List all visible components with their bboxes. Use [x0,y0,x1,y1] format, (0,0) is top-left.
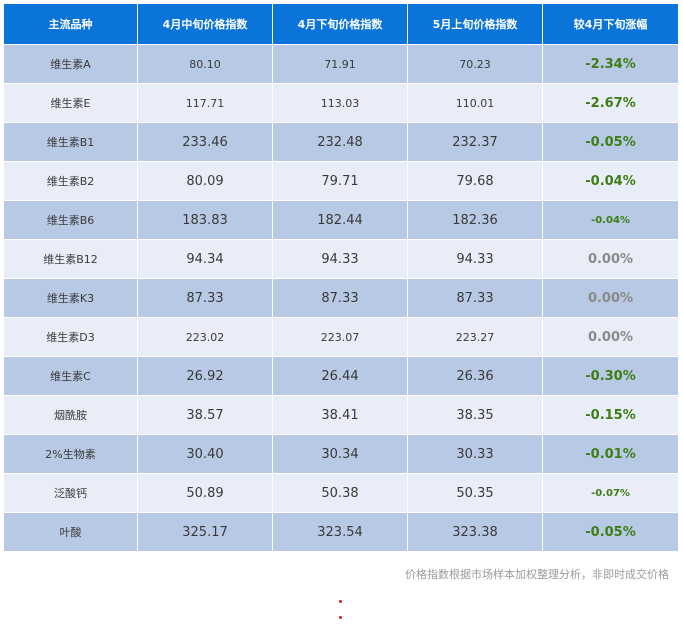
cell-mid-april: 94.34 [137,239,273,279]
cell-change: -2.34% [542,44,679,84]
cell-change: -0.04% [542,200,679,240]
cell-late-april: 30.34 [272,434,408,474]
cell-variety: 维生素A [3,44,138,84]
table-body: 维生素A 80.10 71.91 70.23 -2.34% 维生素E 117.71 113.0… [3,44,679,552]
cell-late-april: 87.33 [272,278,408,318]
header-variety: 主流品种 [3,3,138,45]
cell-mid-april: 223.02 [137,317,273,357]
cell-late-april: 79.71 [272,161,408,201]
cell-mid-april: 80.09 [137,161,273,201]
cell-mid-april: 325.17 [137,512,273,552]
table-row: 2%生物素 30.40 30.34 30.33 -0.01% [3,434,679,474]
table-row: 维生素B2 80.09 79.71 79.68 -0.04% [3,161,679,201]
cell-change: 0.00% [542,239,679,279]
cell-variety: 维生素K3 [3,278,138,318]
footnote: 价格指数根据市场样本加权整理分析，非即时成交价格 [405,568,669,581]
cell-change: -0.07% [542,473,679,513]
cell-late-april: 113.03 [272,83,408,123]
table-row: 维生素C 26.92 26.44 26.36 -0.30% [3,356,679,396]
table-row: 泛酸钙 50.89 50.38 50.35 -0.07% [3,473,679,513]
cell-early-may: 70.23 [407,44,543,84]
cell-variety: 维生素D3 [3,317,138,357]
cell-early-may: 110.01 [407,83,543,123]
cell-variety: 维生素E [3,83,138,123]
cell-mid-april: 80.10 [137,44,273,84]
table-row: 维生素D3 223.02 223.07 223.27 0.00% [3,317,679,357]
cell-variety: 2%生物素 [3,434,138,474]
cell-early-may: 87.33 [407,278,543,318]
cell-early-may: 182.36 [407,200,543,240]
table-row: 维生素A 80.10 71.91 70.23 -2.34% [3,44,679,84]
cell-early-may: 223.27 [407,317,543,357]
decorative-dot [339,600,342,603]
cell-early-may: 323.38 [407,512,543,552]
cell-late-april: 323.54 [272,512,408,552]
header-early-may: 5月上旬价格指数 [407,3,543,45]
header-late-april: 4月下旬价格指数 [272,3,408,45]
table-row: 维生素B12 94.34 94.33 94.33 0.00% [3,239,679,279]
cell-late-april: 38.41 [272,395,408,435]
cell-early-may: 26.36 [407,356,543,396]
cell-variety: 维生素B1 [3,122,138,162]
cell-change: -0.04% [542,161,679,201]
cell-mid-april: 233.46 [137,122,273,162]
cell-early-may: 38.35 [407,395,543,435]
cell-late-april: 182.44 [272,200,408,240]
cell-late-april: 223.07 [272,317,408,357]
table-row: 维生素B6 183.83 182.44 182.36 -0.04% [3,200,679,240]
cell-change: -2.67% [542,83,679,123]
cell-variety: 烟酰胺 [3,395,138,435]
cell-variety: 维生素B6 [3,200,138,240]
cell-early-may: 30.33 [407,434,543,474]
cell-change: 0.00% [542,317,679,357]
cell-change: 0.00% [542,278,679,318]
cell-mid-april: 87.33 [137,278,273,318]
cell-variety: 维生素B12 [3,239,138,279]
cell-mid-april: 30.40 [137,434,273,474]
cell-change: -0.30% [542,356,679,396]
table-row: 维生素B1 233.46 232.48 232.37 -0.05% [3,122,679,162]
cell-mid-april: 183.83 [137,200,273,240]
cell-variety: 维生素C [3,356,138,396]
cell-variety: 叶酸 [3,512,138,552]
decorative-dot [339,616,342,619]
cell-mid-april: 26.92 [137,356,273,396]
price-index-table: 主流品种 4月中旬价格指数 4月下旬价格指数 5月上旬价格指数 较4月下旬涨幅 … [3,3,679,552]
table-row: 烟酰胺 38.57 38.41 38.35 -0.15% [3,395,679,435]
cell-change: -0.05% [542,512,679,552]
table-row: 维生素K3 87.33 87.33 87.33 0.00% [3,278,679,318]
header-mid-april: 4月中旬价格指数 [137,3,273,45]
table-row: 叶酸 325.17 323.54 323.38 -0.05% [3,512,679,552]
cell-early-may: 50.35 [407,473,543,513]
header-change: 较4月下旬涨幅 [542,3,679,45]
cell-early-may: 94.33 [407,239,543,279]
cell-change: -0.01% [542,434,679,474]
cell-mid-april: 117.71 [137,83,273,123]
cell-variety: 泛酸钙 [3,473,138,513]
cell-variety: 维生素B2 [3,161,138,201]
cell-change: -0.05% [542,122,679,162]
table-header-row: 主流品种 4月中旬价格指数 4月下旬价格指数 5月上旬价格指数 较4月下旬涨幅 [3,3,679,45]
table-row: 维生素E 117.71 113.03 110.01 -2.67% [3,83,679,123]
cell-change: -0.15% [542,395,679,435]
cell-mid-april: 38.57 [137,395,273,435]
cell-late-april: 71.91 [272,44,408,84]
cell-late-april: 50.38 [272,473,408,513]
cell-late-april: 232.48 [272,122,408,162]
cell-early-may: 79.68 [407,161,543,201]
cell-mid-april: 50.89 [137,473,273,513]
cell-early-may: 232.37 [407,122,543,162]
cell-late-april: 26.44 [272,356,408,396]
cell-late-april: 94.33 [272,239,408,279]
